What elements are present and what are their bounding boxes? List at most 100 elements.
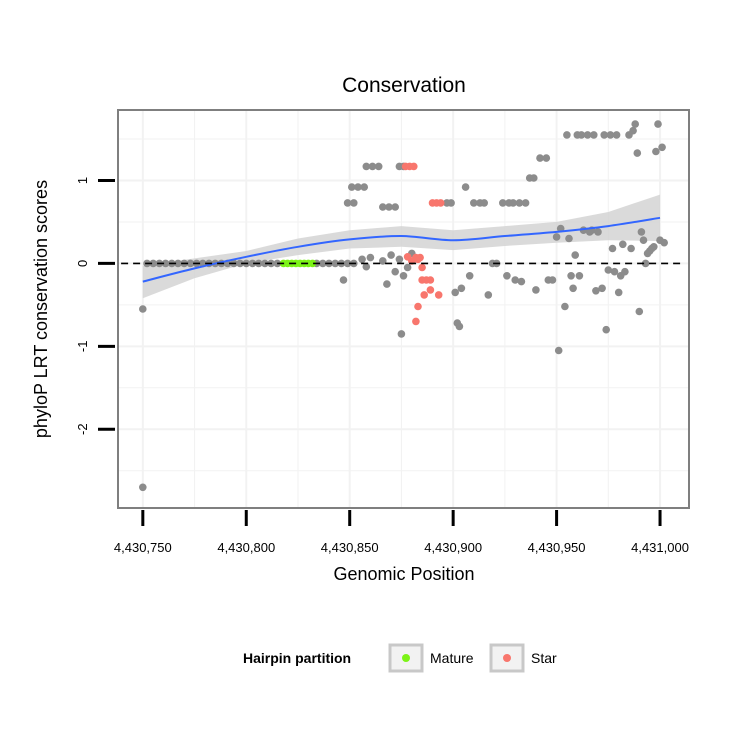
data-point-other xyxy=(604,266,613,274)
data-point-star xyxy=(426,286,435,294)
data-point-other xyxy=(552,233,561,241)
data-point-other xyxy=(499,199,507,207)
data-point-other xyxy=(461,183,470,191)
x-tick-label: 4,430,750 xyxy=(114,540,172,555)
data-point-other xyxy=(600,131,608,139)
data-point-other xyxy=(536,154,544,162)
data-point-other xyxy=(248,259,257,268)
smooth-band-layer xyxy=(142,194,661,299)
data-point-other xyxy=(554,346,563,355)
data-point-other xyxy=(517,277,526,286)
data-point-star xyxy=(420,291,429,299)
data-point-other xyxy=(358,255,366,264)
data-point-other xyxy=(319,259,327,268)
data-point-other xyxy=(399,272,408,280)
data-point-star xyxy=(434,291,443,299)
x-axis-title: Genomic Position xyxy=(333,564,474,584)
y-tick-label: 1 xyxy=(75,177,90,184)
data-point-other xyxy=(362,262,371,271)
data-point-other xyxy=(575,272,584,280)
data-point-other xyxy=(571,251,579,259)
data-point-other xyxy=(639,236,648,244)
data-point-other xyxy=(530,174,538,182)
data-point-other xyxy=(379,257,387,265)
data-point-other xyxy=(261,259,269,268)
x-axis: 4,430,750 4,430,800 4,430,850 4,430,900 4,43… xyxy=(114,510,689,555)
data-point-other xyxy=(521,199,530,207)
data-point-other xyxy=(350,199,358,207)
x-tick-label: 4,430,900 xyxy=(424,540,482,555)
data-point-other xyxy=(395,255,404,264)
data-point-other xyxy=(391,203,400,211)
chart-title: Conservation xyxy=(342,74,466,97)
data-point-other xyxy=(397,330,406,338)
data-point-other xyxy=(343,199,352,207)
legend-entry-mature: Mature xyxy=(388,643,474,673)
data-point-other xyxy=(619,240,627,249)
data-point-other xyxy=(354,183,362,191)
data-point-other xyxy=(484,291,493,299)
data-point-other xyxy=(331,259,340,268)
y-axis: -2 -1 0 1 xyxy=(75,177,115,435)
data-point-other xyxy=(149,259,157,268)
data-point-star xyxy=(418,263,426,272)
data-point-other xyxy=(391,267,400,276)
data-point-other xyxy=(139,483,147,492)
smooth-line-layer xyxy=(142,216,661,283)
data-point-other xyxy=(652,147,660,156)
data-point-other xyxy=(343,259,352,268)
data-point-star xyxy=(426,276,435,284)
data-point-other xyxy=(608,244,617,253)
legend-label-mature: Mature xyxy=(430,650,474,666)
data-point-other xyxy=(548,276,557,284)
x-tick-label: 4,430,850 xyxy=(321,540,379,555)
data-point-other xyxy=(610,267,619,276)
y-tick-label: 0 xyxy=(75,260,90,267)
x-tick-label: 4,431,000 xyxy=(631,540,689,555)
data-point-other xyxy=(654,120,662,128)
confidence-band xyxy=(142,194,661,299)
data-point-other xyxy=(561,302,569,311)
data-point-other xyxy=(650,243,658,251)
data-point-other xyxy=(641,259,650,268)
data-point-other xyxy=(368,162,377,171)
data-point-other xyxy=(447,199,455,207)
data-point-other xyxy=(480,199,489,207)
data-point-other xyxy=(139,305,147,313)
legend-entry-star: Star xyxy=(489,643,557,673)
data-point-other xyxy=(186,259,195,268)
data-point-mature xyxy=(308,259,317,268)
data-point-other xyxy=(594,228,602,236)
data-point-other xyxy=(577,131,586,139)
data-point-other xyxy=(660,238,668,247)
data-point-other xyxy=(621,267,629,276)
legend-title: Hairpin partition xyxy=(243,650,351,666)
data-point-other xyxy=(612,131,621,139)
loess-smooth-line xyxy=(142,216,661,283)
data-point-other xyxy=(465,272,474,280)
data-point-other xyxy=(565,234,573,243)
data-point-other xyxy=(348,183,356,191)
data-point-star xyxy=(414,302,422,311)
data-point-other xyxy=(379,203,387,211)
legend-label-star: Star xyxy=(531,650,557,666)
data-point-other xyxy=(542,154,551,162)
data-point-star xyxy=(412,317,420,326)
data-point-other xyxy=(451,288,460,297)
data-point-other xyxy=(383,280,391,288)
x-tick-label: 4,430,800 xyxy=(217,540,275,555)
data-point-other xyxy=(614,288,623,297)
data-point-other xyxy=(567,272,575,280)
legend: Hairpin partition Mature Star xyxy=(243,643,557,673)
y-tick-label: -1 xyxy=(75,341,90,353)
data-point-other xyxy=(532,286,540,294)
data-point-other xyxy=(511,276,519,284)
legend-dot-star xyxy=(503,654,511,662)
data-point-other xyxy=(174,259,182,268)
data-point-other xyxy=(515,199,524,207)
data-point-other xyxy=(637,228,646,236)
data-point-star xyxy=(410,162,418,171)
data-point-other xyxy=(602,325,610,334)
data-point-star xyxy=(416,253,424,262)
data-point-other xyxy=(470,199,478,207)
